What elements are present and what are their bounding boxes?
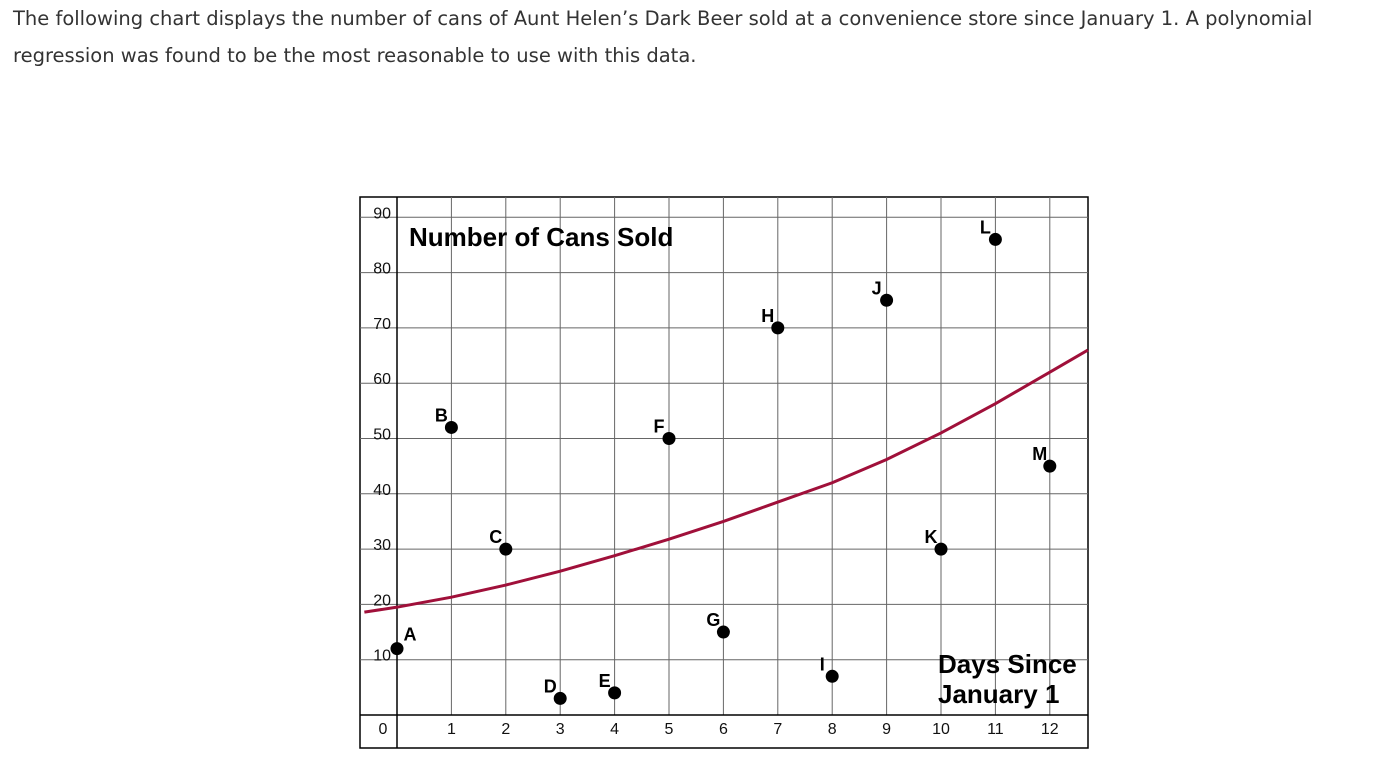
point-label-b: B bbox=[435, 405, 448, 425]
y-tick-label: 30 bbox=[373, 537, 391, 554]
y-tick-label: 40 bbox=[373, 482, 391, 499]
x-tick-label: 8 bbox=[828, 721, 837, 738]
y-tick-label: 50 bbox=[373, 427, 391, 444]
x-tick-label: 1 bbox=[447, 721, 456, 738]
y-tick-label: 90 bbox=[373, 205, 391, 222]
data-point-l bbox=[988, 232, 1002, 246]
data-point-k bbox=[934, 542, 948, 556]
x-tick-label: 0 bbox=[379, 721, 388, 738]
chart-title: Number of Cans Sold bbox=[409, 222, 673, 252]
point-label-a: A bbox=[404, 625, 417, 645]
x-tick-label: 4 bbox=[610, 721, 619, 738]
x-tick-label: 12 bbox=[1041, 721, 1059, 738]
data-point-h bbox=[771, 321, 785, 335]
point-label-k: K bbox=[925, 527, 938, 547]
x-tick-label: 6 bbox=[719, 721, 728, 738]
x-tick-label: 10 bbox=[932, 721, 950, 738]
data-point-g bbox=[716, 625, 730, 639]
x-tick-label: 5 bbox=[665, 721, 674, 738]
data-point-j bbox=[880, 293, 894, 307]
x-tick-label: 3 bbox=[556, 721, 565, 738]
regression-curve bbox=[364, 348, 1089, 614]
point-label-c: C bbox=[489, 527, 502, 547]
point-label-d: D bbox=[544, 676, 557, 696]
data-point-c bbox=[499, 542, 513, 556]
data-point-a bbox=[390, 642, 404, 656]
y-tick-label: 70 bbox=[373, 316, 391, 333]
x-tick-label: 9 bbox=[882, 721, 891, 738]
point-label-g: G bbox=[706, 610, 720, 630]
data-point-e bbox=[608, 686, 622, 700]
x-tick-label: 2 bbox=[501, 721, 510, 738]
x-axis-label-line2: January 1 bbox=[938, 679, 1059, 709]
point-label-l: L bbox=[980, 217, 991, 237]
intro-text: The following chart displays the number … bbox=[13, 7, 1313, 67]
point-label-h: H bbox=[761, 306, 774, 326]
point-label-m: M bbox=[1032, 444, 1047, 464]
y-tick-label: 10 bbox=[373, 648, 391, 665]
chart-frame bbox=[359, 196, 1089, 749]
data-point-b bbox=[444, 420, 458, 434]
data-point-f bbox=[662, 432, 676, 445]
x-tick-label: 7 bbox=[773, 721, 782, 738]
data-point-d bbox=[553, 691, 567, 705]
point-label-f: F bbox=[654, 417, 665, 437]
data-point-m bbox=[1043, 459, 1057, 473]
point-label-e: E bbox=[599, 671, 611, 691]
x-tick-label: 11 bbox=[987, 721, 1004, 738]
data-point-i bbox=[825, 669, 839, 683]
y-tick-label: 20 bbox=[373, 592, 391, 609]
point-label-j: J bbox=[872, 278, 882, 298]
y-tick-label: 60 bbox=[373, 371, 391, 388]
x-axis-label-line1: Days Since bbox=[938, 649, 1077, 679]
y-tick-label: 80 bbox=[373, 261, 391, 278]
point-label-i: I bbox=[820, 654, 825, 674]
